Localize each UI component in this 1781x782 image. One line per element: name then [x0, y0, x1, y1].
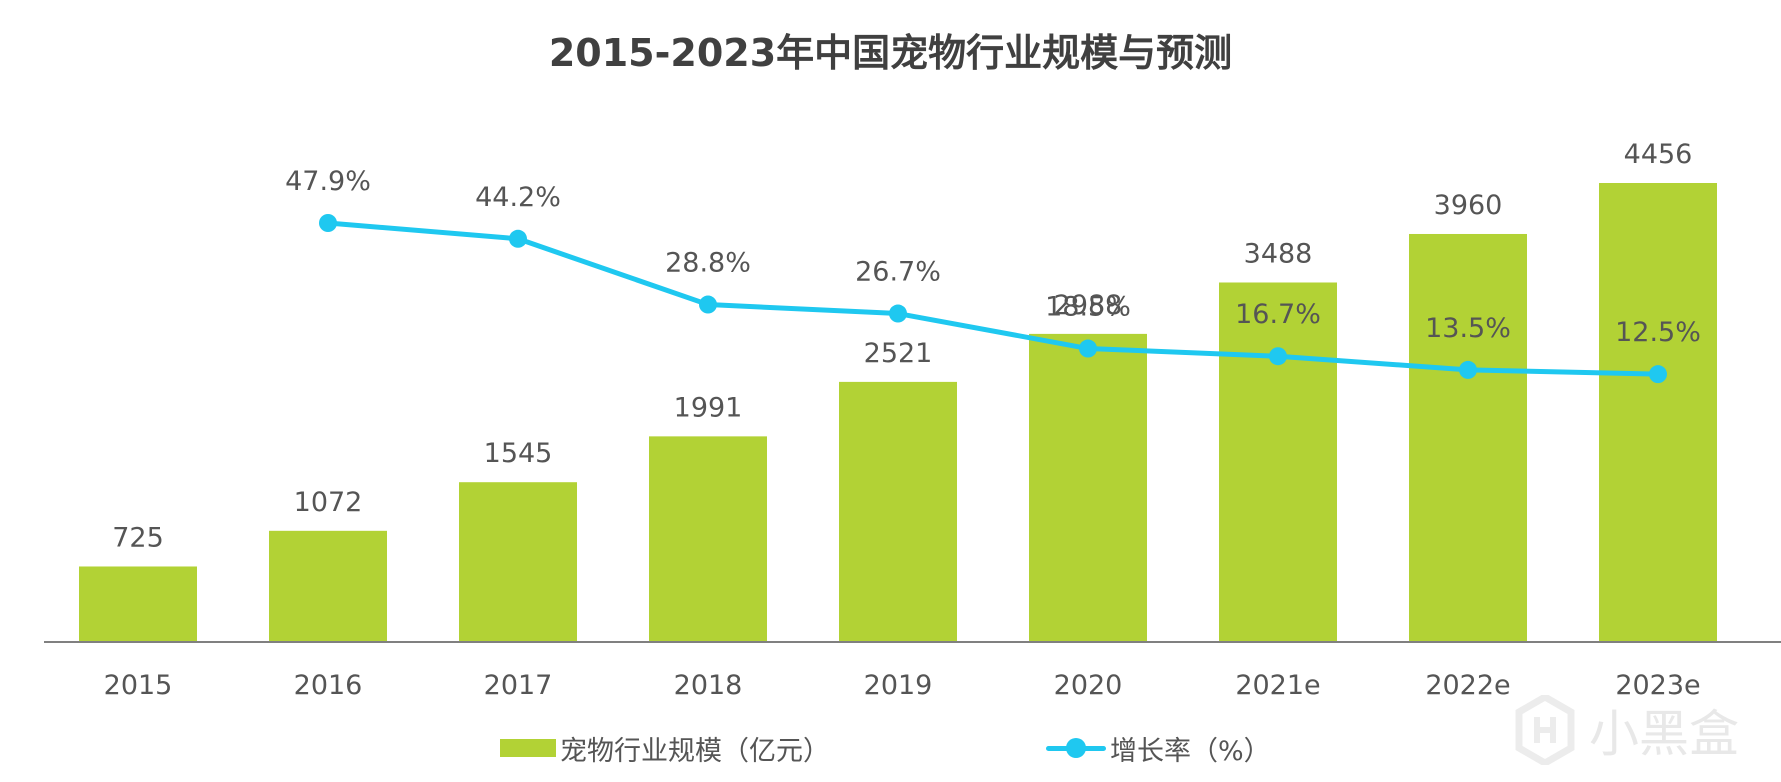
growth-label-2019: 26.7%	[855, 257, 941, 288]
bar-label-2020: 2988	[1054, 290, 1123, 321]
growth-point-2023e	[1649, 365, 1667, 384]
bar-2019	[839, 381, 957, 641]
growth-point-2018	[699, 295, 717, 314]
bar-label-2016: 1072	[294, 487, 363, 518]
watermark-text: 小黑盒	[1589, 705, 1739, 763]
legend: 宠物行业规模（亿元） 增长率（%）	[0, 728, 1781, 768]
x-tick-2018: 2018	[674, 670, 743, 701]
x-tick-2020: 2020	[1054, 670, 1123, 701]
legend-bar-swatch	[500, 739, 556, 757]
xiaoheihe-logo-icon	[1515, 695, 1575, 765]
growth-label-2020: 18.5%	[1045, 292, 1131, 323]
bar-data-labels: 725 1072 1545 1991 2521 2988 3488 3960 4456	[112, 139, 1692, 553]
x-tick-2015: 2015	[104, 670, 173, 701]
bar-2015	[79, 566, 197, 641]
legend-label-growth: 增长率（%）	[1110, 735, 1271, 767]
x-tick-2019: 2019	[864, 670, 933, 701]
bar-2017	[459, 482, 577, 641]
growth-label-2021e: 16.7%	[1235, 299, 1321, 330]
growth-label-2016: 47.9%	[285, 166, 371, 197]
legend-line-swatch	[1046, 738, 1106, 758]
growth-label-2023e: 12.5%	[1615, 317, 1701, 348]
growth-point-2017	[509, 229, 527, 248]
bar-series	[79, 183, 1717, 641]
legend-item-growth: 增长率（%）	[1046, 728, 1271, 768]
bar-2022e	[1409, 233, 1527, 641]
growth-point-2016	[319, 214, 337, 232]
bar-2020	[1029, 333, 1147, 641]
growth-point-2021e	[1269, 347, 1287, 366]
growth-label-2017: 44.2%	[475, 182, 561, 213]
x-axis-ticks: 2015 2016 2017 2018 2019 2020 2021e 2022e 2023e	[104, 670, 1701, 701]
bar-label-2015: 725	[112, 522, 164, 553]
legend-label-scale: 宠物行业规模（亿元）	[560, 735, 830, 767]
bar-2021e	[1219, 282, 1337, 641]
bar-2016	[269, 530, 387, 641]
legend-item-scale: 宠物行业规模（亿元）	[500, 728, 830, 768]
growth-label-2022e: 13.5%	[1425, 313, 1511, 344]
bar-label-2018: 1991	[674, 392, 743, 423]
x-tick-2022e: 2022e	[1425, 670, 1510, 701]
watermark: 小黑盒	[1515, 690, 1755, 770]
bar-label-2022e: 3960	[1434, 190, 1503, 221]
growth-rate-line	[327, 220, 1659, 377]
line-series	[319, 214, 1667, 384]
growth-point-2022e	[1459, 360, 1477, 379]
bar-label-2021e: 3488	[1244, 238, 1313, 269]
x-tick-2021e: 2021e	[1235, 670, 1320, 701]
x-tick-2016: 2016	[294, 670, 363, 701]
growth-label-2018: 28.8%	[665, 248, 751, 279]
growth-point-2020	[1079, 339, 1097, 358]
bar-label-2019: 2521	[864, 338, 933, 369]
bar-label-2023e: 4456	[1624, 139, 1693, 170]
chart-title: 2015-2023年中国宠物行业规模与预测	[548, 31, 1233, 75]
bar-2023e	[1599, 183, 1717, 641]
bar-label-2017: 1545	[484, 438, 553, 469]
growth-point-2019	[889, 304, 907, 323]
x-tick-2023e: 2023e	[1615, 670, 1700, 701]
line-data-labels: 47.9% 44.2% 28.8% 26.7% 18.5% 16.7% 13.5% 12.5%	[285, 166, 1701, 348]
x-tick-2017: 2017	[484, 670, 553, 701]
bar-2018	[649, 436, 767, 641]
